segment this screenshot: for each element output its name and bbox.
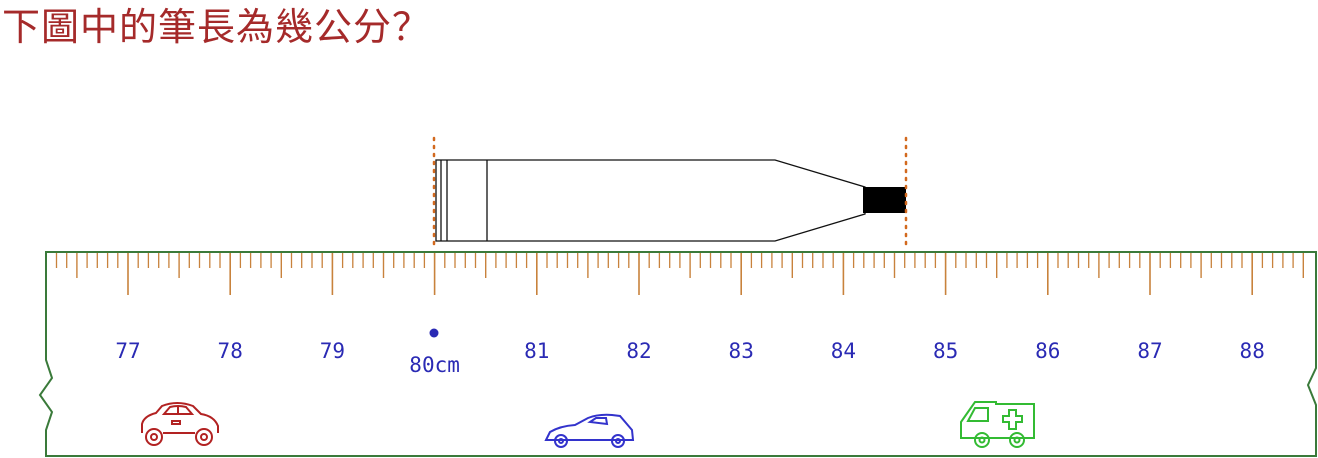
ambulance-icon <box>960 401 1035 448</box>
ruler-label: 87 <box>1137 339 1162 363</box>
ruler-label: 88 <box>1240 339 1265 363</box>
ruler-label: 84 <box>831 339 856 363</box>
pen-tip <box>863 187 906 213</box>
ruler-label: 82 <box>626 339 651 363</box>
ruler-label: 85 <box>933 339 958 363</box>
ruler-label: 78 <box>218 339 243 363</box>
pen-body <box>435 159 866 242</box>
ruler-label: 83 <box>729 339 754 363</box>
ruler-label: 79 <box>320 339 345 363</box>
pen <box>435 159 906 242</box>
ruler-label: 77 <box>115 339 140 363</box>
ruler-label: 86 <box>1035 339 1060 363</box>
question-title: 下圖中的筆長為幾公分？ <box>2 5 432 49</box>
origin-dot <box>429 328 439 338</box>
ruler-labels: 77 78 79 80cm 81 82 83 84 85 86 87 88 <box>115 339 1264 377</box>
sports-car-icon <box>544 413 635 448</box>
ruler-label: 81 <box>524 339 549 363</box>
ruler-ticks <box>55 253 1305 295</box>
ruler-label: 80cm <box>409 353 460 377</box>
car-icon <box>141 402 219 446</box>
